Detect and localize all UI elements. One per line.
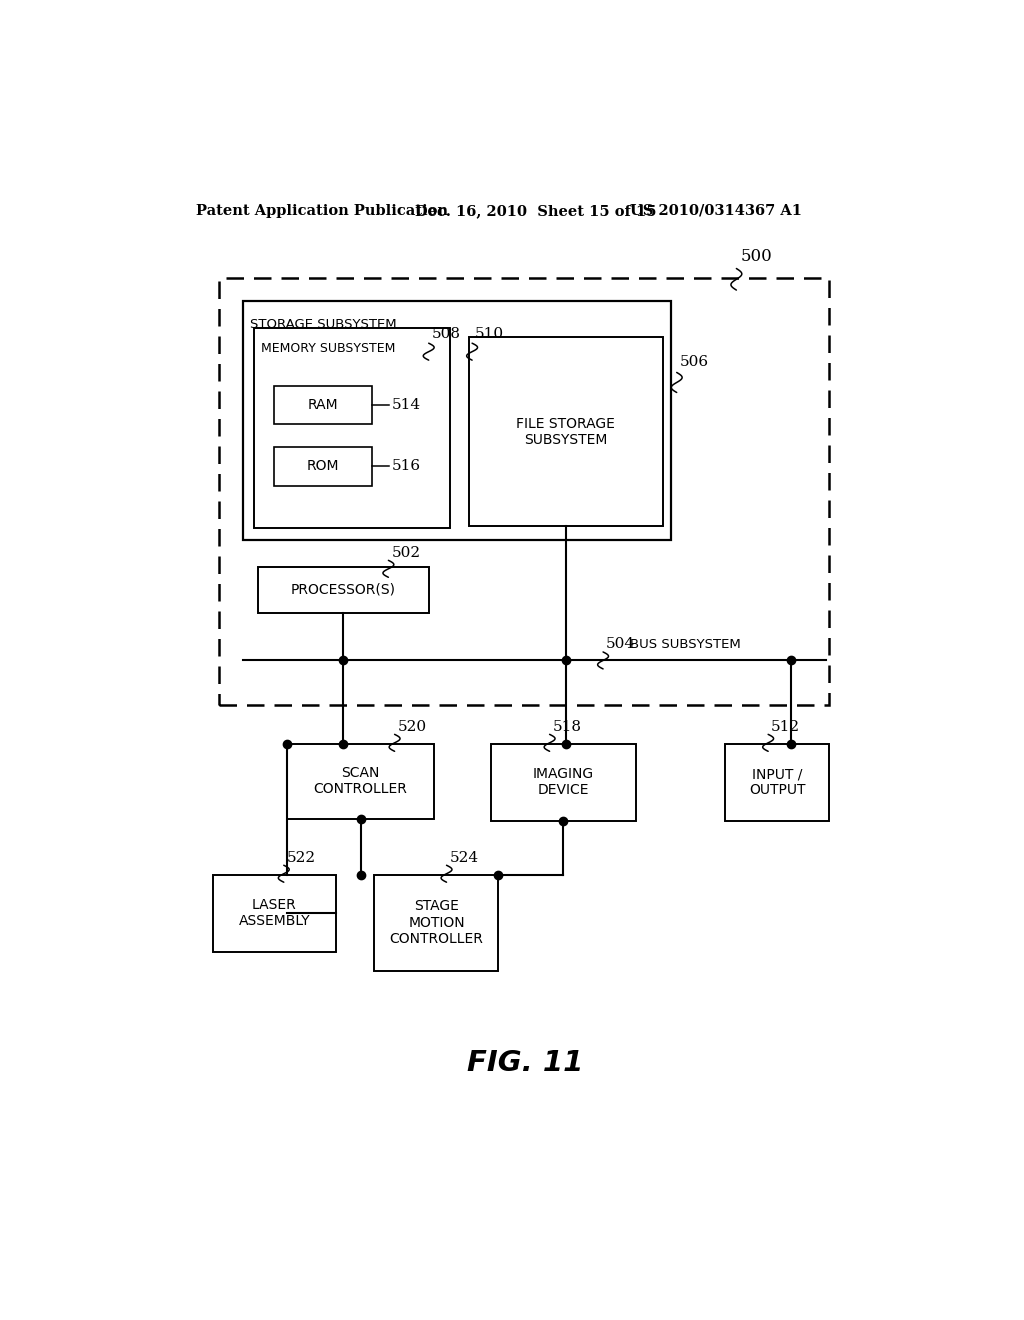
Text: 522: 522	[287, 850, 316, 865]
Text: 514: 514	[391, 397, 421, 412]
Text: 508: 508	[432, 327, 461, 341]
Text: 500: 500	[740, 248, 772, 265]
Text: STORAGE SUBSYSTEM: STORAGE SUBSYSTEM	[251, 318, 397, 331]
Text: LASER
ASSEMBLY: LASER ASSEMBLY	[239, 898, 310, 928]
Text: Dec. 16, 2010  Sheet 15 of 15: Dec. 16, 2010 Sheet 15 of 15	[415, 203, 656, 218]
Text: 512: 512	[771, 719, 801, 734]
Bar	[213, 874, 336, 952]
Text: STAGE
MOTION
CONTROLLER: STAGE MOTION CONTROLLER	[389, 899, 483, 946]
Text: IMAGING
DEVICE: IMAGING DEVICE	[532, 767, 594, 797]
Text: FILE STORAGE
SUBSYSTEM: FILE STORAGE SUBSYSTEM	[516, 417, 615, 447]
Text: 504: 504	[606, 638, 635, 651]
Text: FIG. 11: FIG. 11	[467, 1049, 583, 1077]
Bar	[469, 337, 663, 527]
Text: PROCESSOR(S): PROCESSOR(S)	[291, 582, 396, 597]
Bar	[219, 277, 829, 705]
Text: ROM: ROM	[306, 459, 339, 474]
Text: 502: 502	[391, 545, 421, 560]
Bar	[243, 301, 671, 540]
Text: 524: 524	[450, 850, 479, 865]
Text: 516: 516	[391, 459, 421, 474]
Text: 506: 506	[680, 355, 709, 370]
Bar	[273, 447, 372, 486]
Bar	[725, 743, 829, 821]
Text: RAM: RAM	[307, 397, 338, 412]
Bar	[490, 743, 636, 821]
Text: 510: 510	[475, 327, 505, 341]
Text: BUS SUBSYSTEM: BUS SUBSYSTEM	[630, 638, 741, 651]
Text: 518: 518	[553, 719, 582, 734]
Bar	[287, 743, 434, 818]
Bar	[258, 566, 429, 612]
Bar	[254, 327, 450, 528]
Bar	[273, 385, 372, 424]
Bar	[375, 874, 499, 970]
Text: 520: 520	[397, 719, 427, 734]
Text: INPUT /
OUTPUT: INPUT / OUTPUT	[749, 767, 805, 797]
Text: Patent Application Publication: Patent Application Publication	[197, 203, 449, 218]
Text: MEMORY SUBSYSTEM: MEMORY SUBSYSTEM	[260, 342, 395, 355]
Text: US 2010/0314367 A1: US 2010/0314367 A1	[630, 203, 802, 218]
Text: SCAN
CONTROLLER: SCAN CONTROLLER	[313, 766, 408, 796]
